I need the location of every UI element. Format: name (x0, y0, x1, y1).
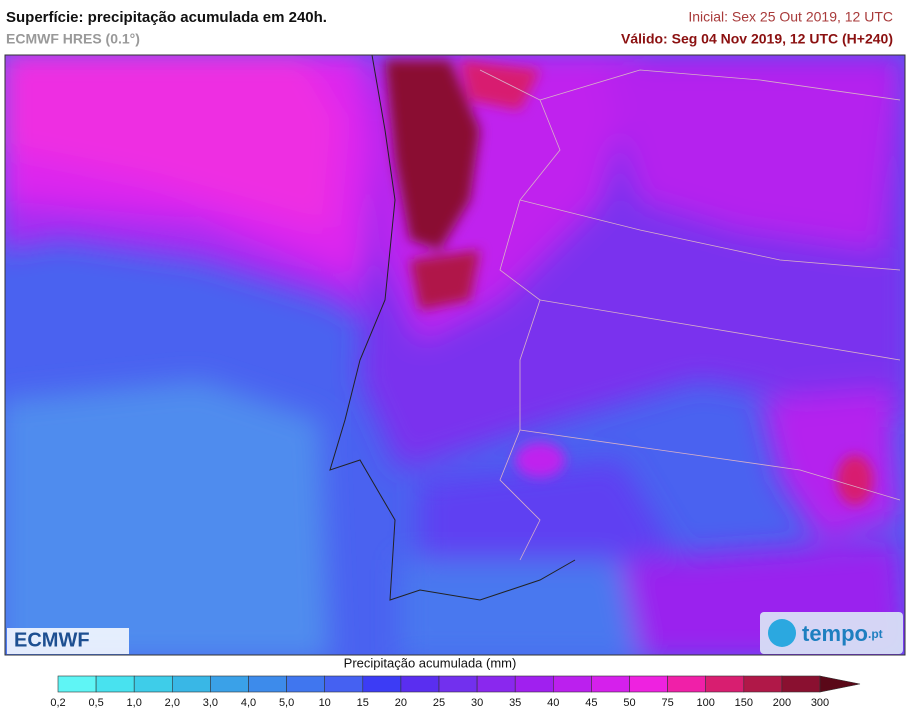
colorbar-segment (781, 675, 821, 693)
logo-bg (7, 628, 129, 654)
colorbar-tick-label: 30 (471, 697, 483, 709)
colorbar-segment (552, 675, 592, 693)
colorbar-segment (172, 675, 211, 693)
colorbar-tick-label: 300 (811, 697, 829, 709)
colorbar-tick-label: 40 (547, 697, 559, 709)
colorbar-tick-label: 2,0 (165, 697, 180, 709)
colorbar-segment (476, 675, 516, 693)
colorbar-tick-label: 35 (509, 697, 521, 709)
colorbar-tick-label: 0,2 (50, 697, 65, 709)
tempo-logo: tempo.pt (802, 621, 883, 646)
colorbar-tick-label: 15 (357, 697, 369, 709)
ecmwf-logo: ECMWF (14, 629, 90, 651)
colorbar: 0,2 0,5 1,0 2,0 3,0 4,0 5,0 10 15 20 25 30 35 40 45 50 7… (50, 675, 861, 709)
colorbar-tick-label: 1,0 (127, 697, 142, 709)
colorbar-segment (514, 675, 554, 693)
colorbar-tick-label: 45 (585, 697, 597, 709)
colorbar-tick-label: 150 (735, 697, 753, 709)
colorbar-tick-label: 20 (395, 697, 407, 709)
valid-time: Válido: Seg 04 Nov 2019, 12 UTC (H+240) (621, 31, 893, 47)
colorbar-segment (57, 675, 97, 693)
colorbar-segment (438, 675, 478, 693)
model: ECMWF HRES (0.1°) (6, 31, 140, 47)
colorbar-segment (362, 675, 402, 693)
colorbar-segment (95, 675, 135, 693)
colorbar-segment (286, 675, 326, 693)
colorbar-tick-label: 75 (661, 697, 673, 709)
colorbar-tick-label: 100 (697, 697, 715, 709)
colorbar-tick-label: 25 (433, 697, 445, 709)
colorbar-segment (667, 675, 706, 693)
colorbar-segment (248, 675, 287, 693)
tempo-icon (768, 619, 796, 647)
colorbar-arrow (819, 675, 861, 693)
colorbar-tick-label: 200 (773, 697, 791, 709)
colorbar-tick-label: 4,0 (241, 697, 256, 709)
colorbar-tick-label: 10 (319, 697, 331, 709)
colorbar-tick-label: 50 (623, 697, 635, 709)
title: Superfície: precipitação acumulada em 24… (6, 9, 327, 26)
logo-bg (760, 612, 903, 654)
colorbar-segment (629, 675, 668, 693)
colorbar-segment (591, 675, 630, 693)
initial-time: Inicial: Sex 25 Out 2019, 12 UTC (688, 9, 893, 25)
colorbar-segment (133, 675, 173, 693)
colorbar-tick-label: 3,0 (203, 697, 218, 709)
map (5, 55, 905, 655)
colorbar-segment (705, 675, 745, 693)
colorbar-tick-label: 0,5 (88, 697, 103, 709)
colorbar-segment (210, 675, 249, 693)
colorbar-segment (400, 675, 440, 693)
colorbar-label: Precipitação acumulada (mm) (344, 655, 517, 670)
colorbar-segment (743, 675, 783, 693)
colorbar-segment (324, 675, 364, 693)
colorbar-tick-label: 5,0 (279, 697, 294, 709)
